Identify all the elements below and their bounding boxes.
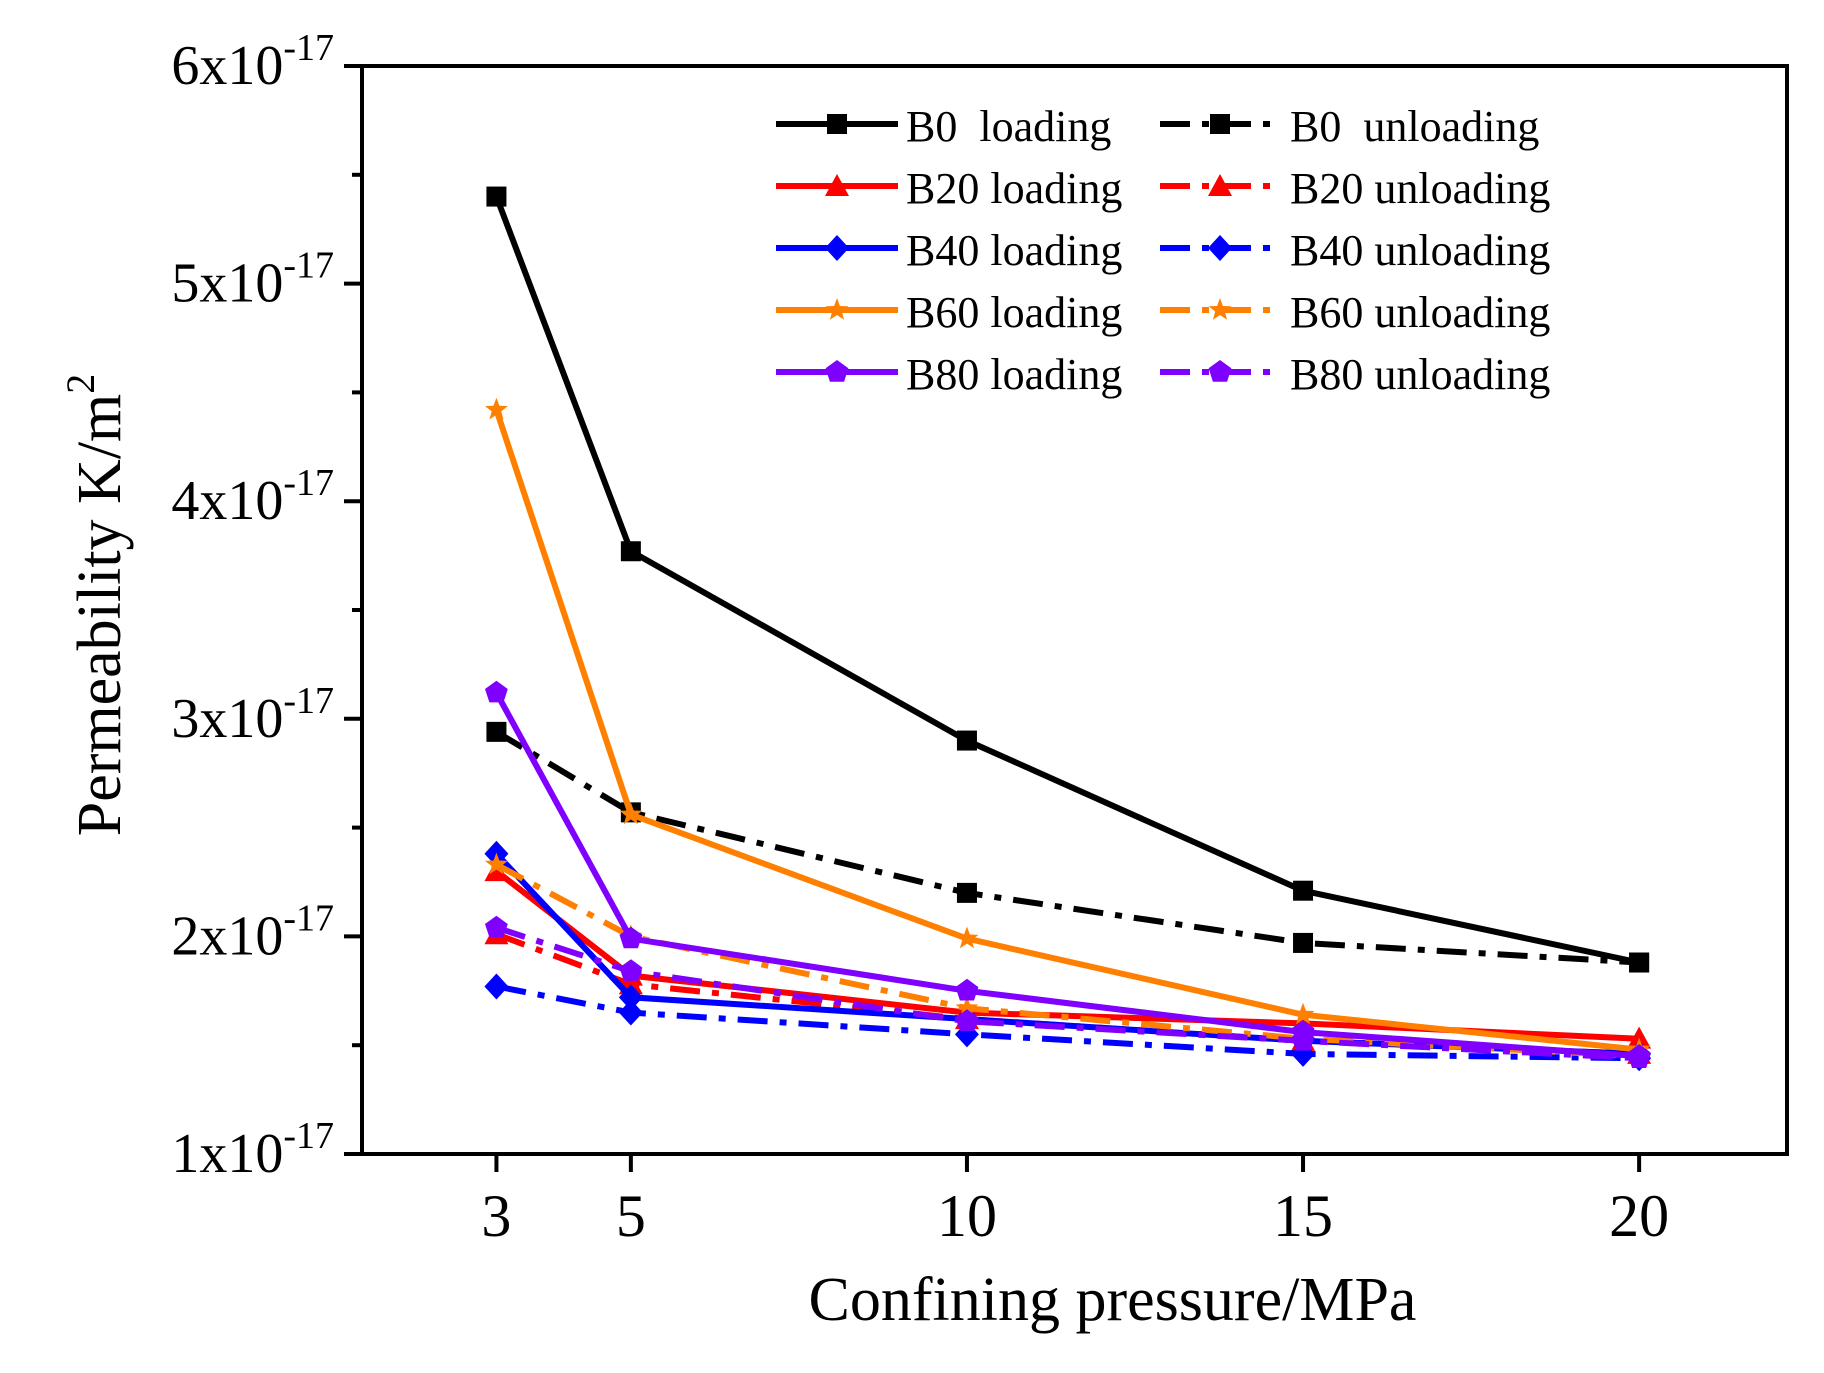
- data-point-b0-unloading: [486, 721, 507, 742]
- legend-swatch-marker: [825, 360, 849, 382]
- y-tick-base: 6x10: [171, 35, 283, 97]
- y-tick-exp: -17: [283, 1115, 334, 1157]
- data-point-b40-unloading: [484, 973, 509, 1000]
- legend-item-b20-loading: B20 loading: [776, 164, 1122, 213]
- y-axis-title-sup: 2: [58, 374, 103, 394]
- y-tick-label: 2x10-17: [171, 897, 334, 967]
- series-b0-unloading: [486, 721, 1650, 973]
- y-tick-exp: -17: [283, 897, 334, 939]
- legend-item-b80-loading: B80 loading: [776, 350, 1122, 399]
- legend-swatch-marker: [825, 298, 849, 320]
- legend-swatch-marker: [825, 235, 849, 261]
- legend-item-b60-unloading: B60 unloading: [1160, 288, 1550, 337]
- data-point-b0-loading: [486, 186, 507, 207]
- y-tick-label: 4x10-17: [171, 462, 334, 532]
- y-tick-exp: -17: [283, 462, 334, 504]
- series-line-b80-unloading: [495, 924, 1640, 1062]
- data-point-b80-loading: [955, 978, 979, 1001]
- legend-swatch-marker: [1208, 298, 1232, 320]
- data-point-b80-loading: [619, 926, 643, 949]
- legend-item-b20-unloading: B20 unloading: [1160, 164, 1550, 213]
- y-tick-label: 3x10-17: [171, 680, 334, 750]
- data-point-b0-unloading: [956, 882, 977, 903]
- y-axis-title-main: Permeability K/m: [66, 394, 134, 837]
- legend-label: B40 loading: [906, 226, 1122, 275]
- data-point-b60-unloading: [485, 852, 508, 875]
- legend-item-b40-loading: B40 loading: [776, 226, 1122, 275]
- legend-label: B0 loading: [906, 102, 1111, 151]
- y-tick-exp: -17: [283, 680, 334, 722]
- data-point-b0-unloading: [1293, 932, 1314, 953]
- data-point-b0-unloading: [1629, 952, 1650, 973]
- data-point-b80-unloading: [1627, 1046, 1651, 1068]
- y-axis-title: Permeability K/m2: [58, 374, 134, 837]
- data-point-b20-loading: [484, 859, 509, 882]
- y-axis: 1x10-172x10-173x10-174x10-175x10-176x10-…: [171, 27, 362, 1185]
- x-tick-label: 3: [481, 1183, 511, 1249]
- x-axis: 3 5 10 15 20: [481, 1154, 1669, 1249]
- data-point-b60-loading: [955, 926, 979, 949]
- data-point-b60-unloading: [955, 996, 979, 1018]
- data-point-b60-loading: [619, 802, 643, 825]
- legend-label: B20 loading: [906, 164, 1122, 213]
- data-point-b80-loading: [485, 680, 508, 703]
- legend-item-b80-unloading: B80 unloading: [1160, 350, 1550, 399]
- y-tick-base: 5x10: [171, 253, 283, 315]
- legend-label: B80 unloading: [1290, 350, 1550, 399]
- series-b80-unloading: [485, 915, 1651, 1068]
- legend-label: B60 unloading: [1290, 288, 1550, 337]
- legend-swatch-marker: [1208, 174, 1232, 196]
- legend-item-b60-loading: B60 loading: [776, 288, 1122, 337]
- legend-swatch-marker: [1208, 235, 1232, 261]
- legend-swatch-marker: [825, 174, 849, 196]
- data-point-b80-unloading: [619, 959, 643, 981]
- legend-label: B40 unloading: [1290, 226, 1550, 275]
- legend-item-b40-unloading: B40 unloading: [1160, 226, 1550, 275]
- data-point-b40-loading: [618, 984, 643, 1011]
- y-tick-exp: -17: [283, 245, 334, 287]
- legend-swatch-marker: [1210, 114, 1230, 134]
- legend-label: B80 loading: [906, 350, 1122, 399]
- x-tick-label: 15: [1273, 1183, 1333, 1249]
- x-tick-label: 20: [1609, 1183, 1669, 1249]
- legend-swatch-marker: [827, 114, 847, 134]
- data-point-b60-loading: [485, 397, 508, 420]
- data-point-b80-unloading: [955, 1009, 979, 1031]
- y-tick-label: 5x10-17: [171, 245, 334, 315]
- x-tick-label: 5: [616, 1183, 646, 1249]
- data-point-b0-loading: [956, 730, 977, 751]
- data-point-b40-unloading: [618, 999, 643, 1026]
- legend: B0 loading B0 unloading B20 loading B20 unl…: [776, 102, 1550, 399]
- data-point-b0-loading: [620, 541, 641, 562]
- legend-label: B0 unloading: [1290, 102, 1539, 151]
- y-tick-label: 6x10-17: [171, 27, 334, 97]
- data-point-b60-loading: [1291, 1002, 1315, 1025]
- legend-item-b0-loading: B0 loading: [776, 102, 1111, 151]
- y-tick-base: 2x10: [171, 905, 283, 967]
- legend-label: B20 unloading: [1290, 164, 1550, 213]
- series-layer: [484, 186, 1652, 1072]
- y-tick-label: 1x10-17: [171, 1115, 334, 1185]
- y-tick-base: 4x10: [171, 470, 283, 532]
- data-point-b80-unloading: [1291, 1028, 1315, 1051]
- data-point-b0-loading: [1293, 880, 1314, 901]
- y-tick-exp: -17: [283, 27, 334, 69]
- data-point-b80-unloading: [485, 915, 508, 938]
- legend-item-b0-unloading: B0 unloading: [1160, 102, 1539, 151]
- y-tick-base: 3x10: [171, 688, 283, 750]
- data-point-b40-unloading: [954, 1021, 979, 1048]
- y-tick-base: 1x10: [171, 1123, 283, 1185]
- legend-label: B60 loading: [906, 288, 1122, 337]
- x-tick-label: 10: [937, 1183, 997, 1249]
- legend-swatch-marker: [1208, 360, 1232, 382]
- x-axis-title: Confining pressure/MPa: [809, 1266, 1417, 1334]
